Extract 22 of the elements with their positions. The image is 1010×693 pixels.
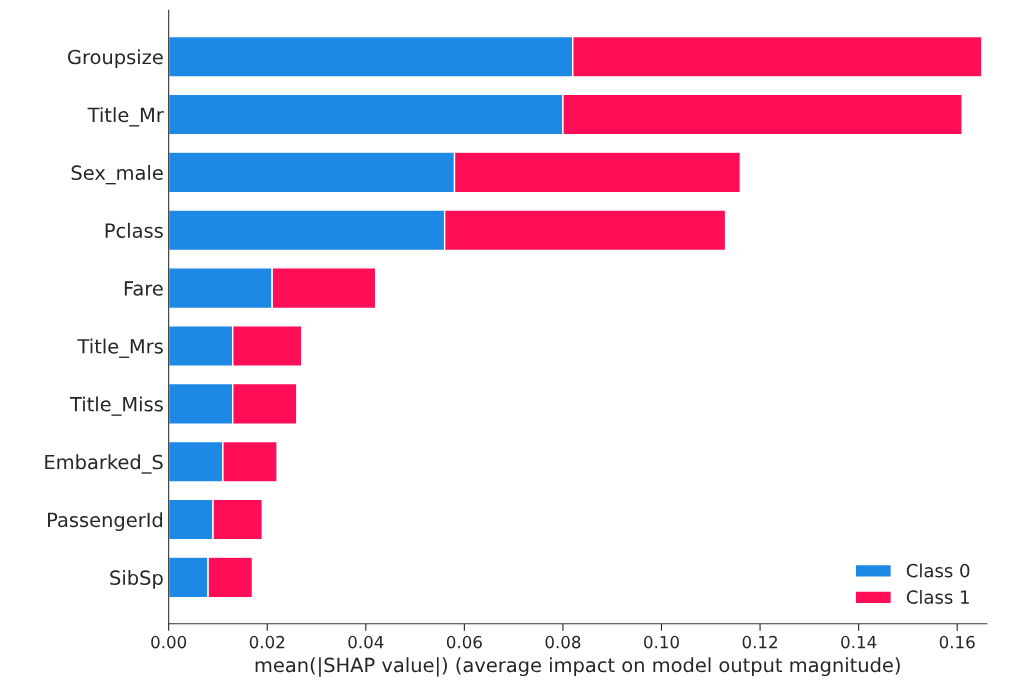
legend-label: Class 0 xyxy=(906,563,970,578)
x-tick-label: 0.14 xyxy=(841,635,877,649)
y-tick-label: Title_Mrs xyxy=(77,338,163,358)
y-tick-label: SibSp xyxy=(110,570,163,589)
y-tick-label: Fare xyxy=(124,281,163,296)
y-tick-label: Pclass xyxy=(105,222,163,238)
x-tick-label: 0.04 xyxy=(348,635,384,649)
y-tick-label: Embarked_S xyxy=(45,454,163,474)
x-tick-label: 0.10 xyxy=(644,635,679,649)
x-tick-label: 0.06 xyxy=(446,635,482,649)
x-tick-label: 0.08 xyxy=(545,635,581,649)
x-tick-label: 0.16 xyxy=(939,635,975,649)
y-tick-label: Groupsize xyxy=(68,49,163,69)
x-tick-label: 0.00 xyxy=(151,635,187,649)
y-tick-label: Title_Mr xyxy=(87,107,164,127)
x-tick-label: 0.02 xyxy=(249,635,285,649)
x-tick-label: 0.12 xyxy=(742,635,777,649)
x-axis-title: mean(|SHAP value|) (average impact on model output magnitude) xyxy=(255,657,900,677)
y-tick-label: PassengerId xyxy=(48,512,163,531)
y-tick-label: Sex_male xyxy=(71,165,163,185)
y-tick-label: Title_Miss xyxy=(69,396,163,416)
legend-label: Class 1 xyxy=(906,589,969,604)
